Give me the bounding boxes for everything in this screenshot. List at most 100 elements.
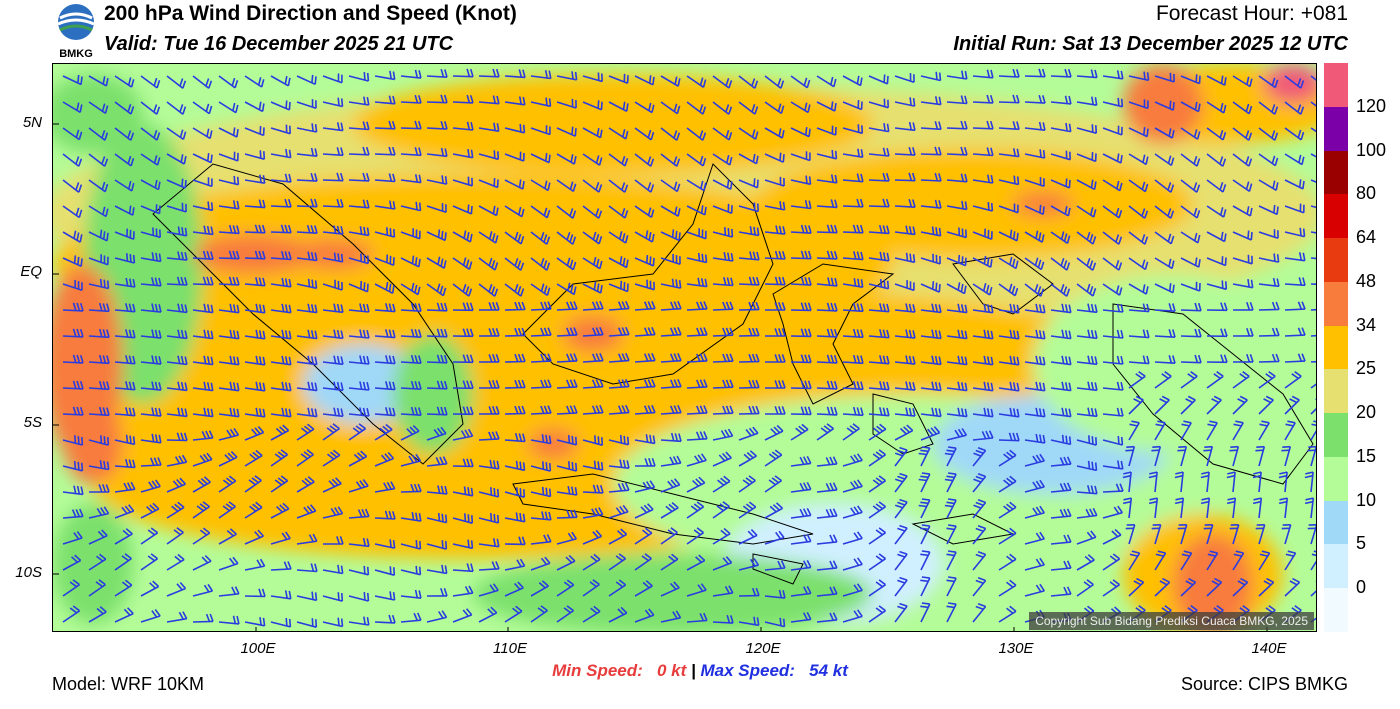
barb-shaft	[140, 558, 158, 571]
colorbar-swatch	[1324, 150, 1348, 195]
wind-barb	[920, 576, 931, 597]
wind-barb	[296, 198, 318, 208]
barb-feather	[702, 132, 707, 141]
wind-barb	[972, 576, 987, 597]
barb-shaft	[1024, 75, 1046, 78]
wind-barb	[452, 328, 474, 338]
barb-shaft	[62, 439, 83, 446]
barb-feather	[385, 281, 389, 291]
barb-feather	[492, 538, 497, 547]
barb-feather	[359, 329, 363, 338]
barb-shaft	[790, 283, 812, 286]
wind-barb	[868, 423, 887, 441]
barb-feather	[977, 550, 986, 556]
barb-shaft	[166, 309, 187, 314]
barb-feather	[1301, 353, 1306, 362]
wind-barb	[504, 205, 525, 218]
barb-feather	[725, 353, 731, 362]
barb-feather	[722, 327, 727, 336]
barb-feather	[128, 355, 133, 364]
barb-feather	[1172, 329, 1176, 338]
barb-shaft	[62, 179, 80, 193]
wind-barb	[1154, 100, 1175, 111]
barb-feather	[1248, 158, 1253, 167]
barb-feather	[101, 181, 106, 190]
barb-shaft	[556, 560, 576, 571]
barb-shaft	[374, 335, 395, 339]
barb-feather	[622, 504, 629, 513]
barb-feather	[859, 198, 864, 208]
barb-feather	[226, 429, 233, 438]
wind-barb	[972, 472, 987, 493]
colorbar-label: 64	[1356, 227, 1377, 248]
barb-shaft	[816, 335, 838, 338]
barb-shaft	[1154, 375, 1172, 389]
wind-barb	[218, 586, 240, 597]
barb-feather	[259, 174, 262, 183]
barb-shaft	[556, 308, 578, 311]
barb-feather	[1035, 506, 1042, 515]
barb-feather	[125, 528, 133, 535]
barb-feather	[469, 354, 474, 363]
wind-barb	[1232, 577, 1249, 597]
wind-barb	[634, 527, 653, 545]
wind-barb	[660, 581, 680, 597]
barb-feather	[205, 78, 210, 87]
barb-shaft	[1310, 446, 1316, 467]
barb-shaft	[478, 101, 499, 105]
barb-feather	[256, 559, 262, 568]
barb-feather	[593, 553, 601, 561]
barb-feather	[644, 553, 652, 560]
barb-feather	[804, 354, 809, 363]
barb-feather	[515, 460, 519, 469]
barb-shaft	[296, 127, 317, 133]
wind-barb	[686, 527, 704, 545]
wind-barb	[868, 475, 886, 493]
barb-feather	[418, 355, 422, 364]
barb-shaft	[972, 413, 993, 418]
barb-feather	[669, 405, 675, 414]
barb-feather	[755, 405, 760, 414]
barb-feather	[462, 302, 467, 311]
barb-feather	[676, 105, 681, 114]
barb-feather	[748, 327, 753, 336]
barb-feather	[931, 303, 935, 312]
wind-barb	[400, 147, 422, 157]
barb-feather	[1041, 234, 1045, 243]
barb-feather	[418, 566, 422, 575]
barb-feather	[849, 425, 857, 432]
barb-feather	[76, 302, 81, 311]
barb-feather	[182, 80, 187, 89]
barb-feather	[363, 592, 366, 601]
barb-feather	[642, 529, 650, 536]
barb-shaft	[1076, 309, 1097, 314]
barb-shaft	[946, 283, 965, 295]
barb-shaft	[1284, 75, 1302, 89]
barb-feather	[105, 208, 109, 217]
barb-feather	[366, 72, 370, 82]
barb-feather	[519, 488, 522, 497]
barb-feather	[151, 381, 155, 390]
wind-barb	[114, 481, 136, 493]
barb-shaft	[504, 565, 525, 571]
barb-shaft	[660, 307, 682, 311]
wind-barb	[296, 251, 318, 262]
wind-barb	[634, 153, 655, 167]
barb-feather	[572, 183, 577, 192]
barb-feather	[651, 458, 656, 467]
wind-barb	[686, 252, 708, 264]
wind-barb	[296, 591, 318, 602]
barb-feather	[1016, 408, 1020, 417]
barb-feather	[1008, 283, 1013, 292]
wind-barb	[1050, 482, 1072, 493]
barb-feather	[748, 475, 756, 482]
barb-feather	[441, 610, 448, 618]
barb-shaft	[1310, 334, 1316, 337]
barb-shaft	[1128, 498, 1133, 519]
barb-shaft	[530, 179, 549, 192]
wind-barb	[920, 172, 942, 182]
barb-feather	[1261, 550, 1270, 554]
barb-feather	[1169, 283, 1172, 292]
wind-barb	[478, 406, 500, 415]
barb-shaft	[868, 231, 890, 235]
